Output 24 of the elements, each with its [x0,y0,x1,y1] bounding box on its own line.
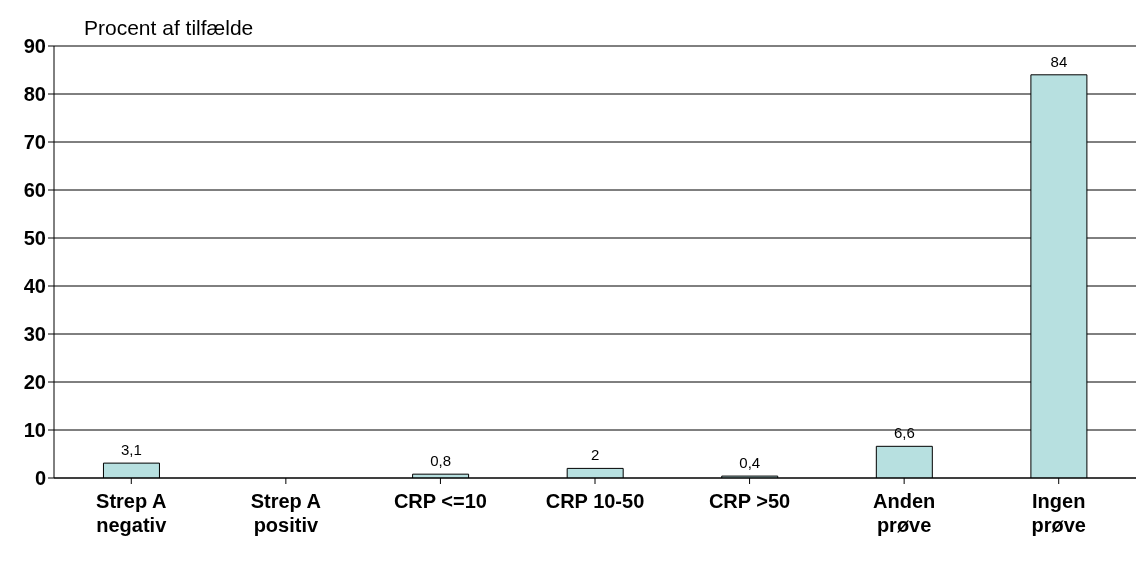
x-tick-label: Anden prøve [873,490,936,536]
data-label: 6,6 [893,424,915,442]
x-tick-label: Ingen prøve [1031,490,1086,536]
y-axis-title: Procent af tilfælde [84,16,254,40]
y-tick-label: 0 [34,467,46,490]
data-label: 2 [591,446,600,464]
x-tick-label: Strep A negativ [96,490,168,536]
y-tick-label: 70 [23,131,46,154]
x-tick-label: CRP <=10 [393,490,487,512]
x-tick-label: CRP 10-50 [545,490,645,512]
y-tick-label: 10 [23,419,46,442]
data-label: 0,8 [430,452,452,470]
x-tick-label: Strep A positiv [250,490,322,536]
y-tick-label: 60 [23,179,46,202]
data-label: 0,4 [739,454,761,472]
y-tick-label: 90 [23,35,46,58]
y-tick-label: 40 [23,275,46,298]
data-label: 3,1 [121,441,142,459]
y-tick-label: 20 [23,371,46,394]
y-tick-label: 50 [23,227,46,250]
data-label: 84 [1050,52,1068,70]
x-tick-label: CRP >50 [708,490,791,512]
y-tick-label: 80 [23,83,46,106]
y-tick-label: 30 [23,323,46,346]
